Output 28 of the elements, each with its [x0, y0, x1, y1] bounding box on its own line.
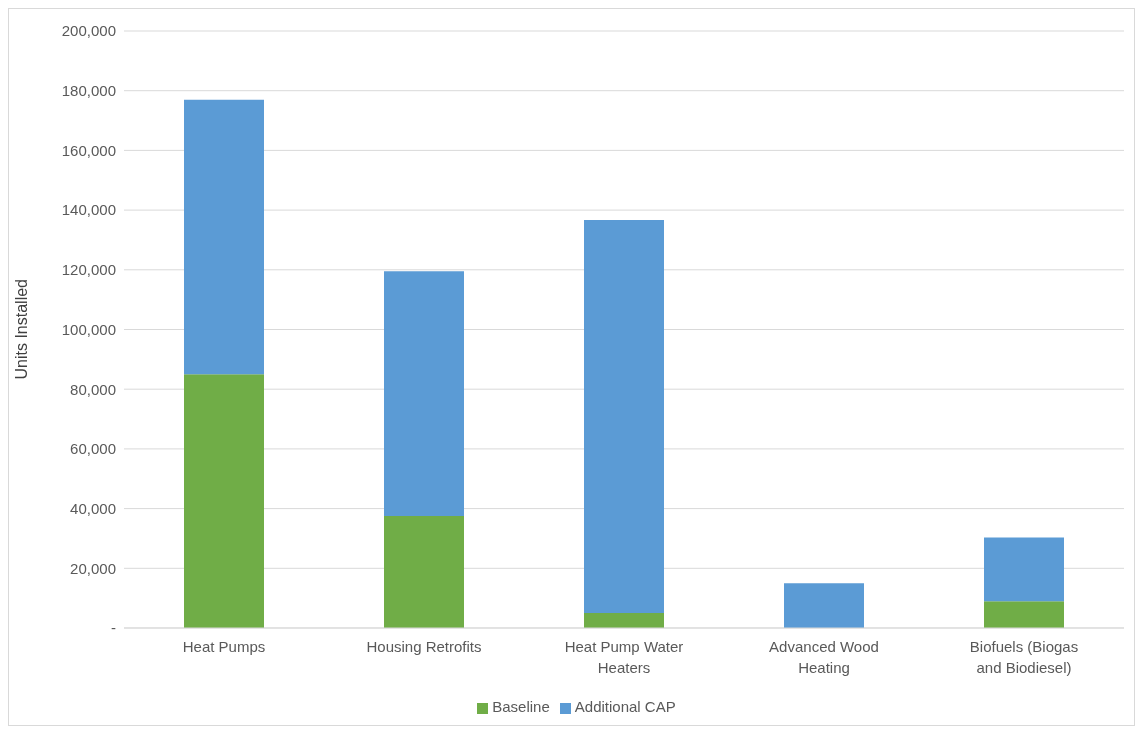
y-tick-label: 80,000: [70, 380, 116, 398]
y-tick-label: 20,000: [70, 559, 116, 577]
bar: [184, 374, 264, 628]
y-tick-label: 180,000: [61, 82, 116, 100]
bar: [384, 271, 464, 517]
y-tick-label: -: [111, 619, 116, 637]
y-tick-label: 60,000: [70, 440, 116, 458]
x-tick-label: Heat Pumps: [182, 638, 266, 655]
bar: [584, 613, 664, 628]
bar: [384, 516, 464, 628]
bar: [584, 219, 664, 614]
y-tick-label: 40,000: [70, 499, 116, 517]
y-tick-label: 120,000: [61, 261, 116, 279]
legend-label: Baseline: [492, 698, 550, 715]
x-tick-label: Advanced Wood Heating: [769, 638, 879, 676]
y-tick-label: 100,000: [61, 320, 116, 338]
y-tick-label: 140,000: [61, 201, 116, 219]
bar: [984, 601, 1064, 628]
bar: [184, 99, 264, 375]
x-tick-label: Housing Retrofits: [366, 638, 482, 655]
x-tick-label: Biofuels (Biogas and Biodiesel): [969, 638, 1079, 676]
x-tick-label: Heat Pump Water Heaters: [564, 638, 684, 676]
bar: [984, 537, 1064, 602]
y-tick-label: 160,000: [61, 141, 116, 159]
y-axis-title: Units Installed: [12, 279, 30, 380]
bar: [784, 583, 864, 628]
legend-label: Additional CAP: [574, 698, 676, 715]
y-tick-label: 200,000: [61, 22, 116, 40]
